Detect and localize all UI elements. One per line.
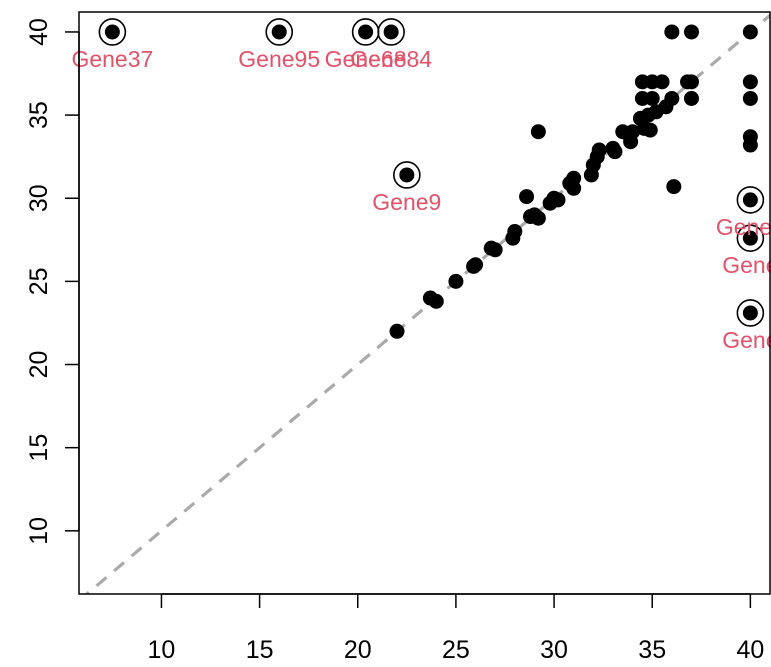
data-point [448, 273, 464, 289]
point-label: Gene [722, 252, 771, 278]
data-point [664, 24, 680, 40]
highlighted-point [358, 24, 374, 40]
x-tick-label: 25 [442, 636, 470, 664]
highlighted-point [104, 24, 120, 40]
y-tick-label: 20 [25, 351, 53, 379]
data-point [507, 223, 523, 239]
x-tick-label: 30 [540, 636, 568, 664]
x-tick-label: 15 [246, 636, 274, 664]
x-axis: 10 15 20 25 30 35 40 [148, 593, 764, 664]
highlighted-point [742, 192, 758, 208]
y-tick-label: 40 [25, 18, 53, 46]
data-point [742, 90, 758, 106]
data-point [664, 90, 680, 106]
point-label: Gene84 [350, 46, 432, 72]
data-point [683, 24, 699, 40]
y-tick-label: 35 [25, 101, 53, 129]
point-label: Gene37 [71, 46, 153, 72]
highlighted-point [399, 167, 415, 183]
data-point [519, 189, 535, 205]
data-point [644, 90, 660, 106]
y-tick-label: 30 [25, 184, 53, 212]
data-point [607, 144, 623, 160]
highlight-ring [393, 161, 421, 189]
data-point [642, 122, 658, 138]
points-layer [98, 18, 765, 339]
highlight-ring [265, 18, 294, 46]
data-point [530, 124, 546, 140]
data-point [591, 142, 607, 158]
data-point [683, 90, 699, 106]
highlighted-point [742, 305, 758, 321]
point-label: Gene1 [716, 214, 771, 240]
y-axis: 10 15 20 25 30 35 40 [25, 18, 80, 545]
y-tick-label: 10 [25, 517, 53, 545]
x-tick-label: 35 [638, 636, 666, 664]
data-point [742, 74, 758, 90]
data-point [683, 74, 699, 90]
point-label: Gene95 [238, 46, 320, 72]
highlighted-point [383, 24, 399, 40]
data-point [742, 24, 758, 40]
data-point [530, 210, 546, 226]
point-label: Gene9 [372, 189, 441, 215]
x-tick-label: 40 [736, 636, 764, 664]
y-tick-label: 15 [25, 434, 53, 462]
data-point [487, 242, 503, 258]
data-point [742, 137, 758, 153]
data-point [625, 124, 641, 140]
highlight-ring [736, 224, 765, 252]
highlight-ring [736, 299, 765, 327]
highlight-ring [736, 186, 765, 214]
point-label: Gene [722, 327, 771, 353]
data-point [389, 323, 405, 339]
data-point [468, 257, 484, 273]
highlight-ring [98, 18, 127, 46]
point-label: Gene68 [325, 46, 407, 72]
data-point [428, 293, 444, 309]
data-point [550, 192, 566, 208]
data-point [566, 170, 582, 186]
x-tick-label: 20 [344, 636, 372, 664]
data-point [654, 74, 670, 90]
y-tick-label: 25 [25, 267, 53, 295]
x-tick-label: 10 [148, 636, 176, 664]
highlighted-point [271, 24, 287, 40]
highlighted-point [742, 230, 758, 246]
highlight-ring [377, 18, 405, 46]
data-point [666, 179, 682, 195]
